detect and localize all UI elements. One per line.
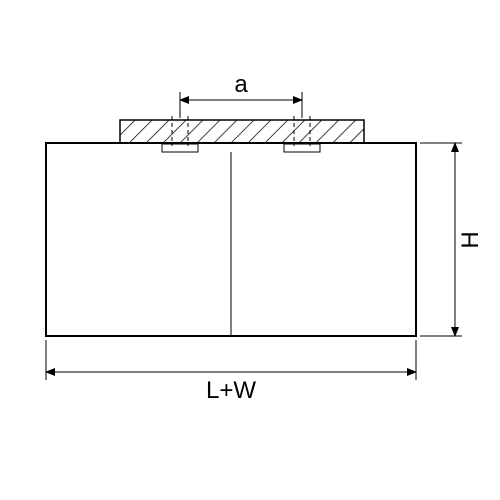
hatched-plate xyxy=(120,120,364,143)
label-lw: L+W xyxy=(206,377,256,404)
technical-drawing: a L+W H xyxy=(0,0,500,500)
dim-h: H xyxy=(420,143,484,336)
label-h: H xyxy=(457,231,484,248)
tab-left xyxy=(162,144,198,152)
dim-lw: L+W xyxy=(46,340,416,404)
dim-a: a xyxy=(180,71,302,118)
label-a: a xyxy=(234,71,248,98)
tab-right xyxy=(284,144,320,152)
